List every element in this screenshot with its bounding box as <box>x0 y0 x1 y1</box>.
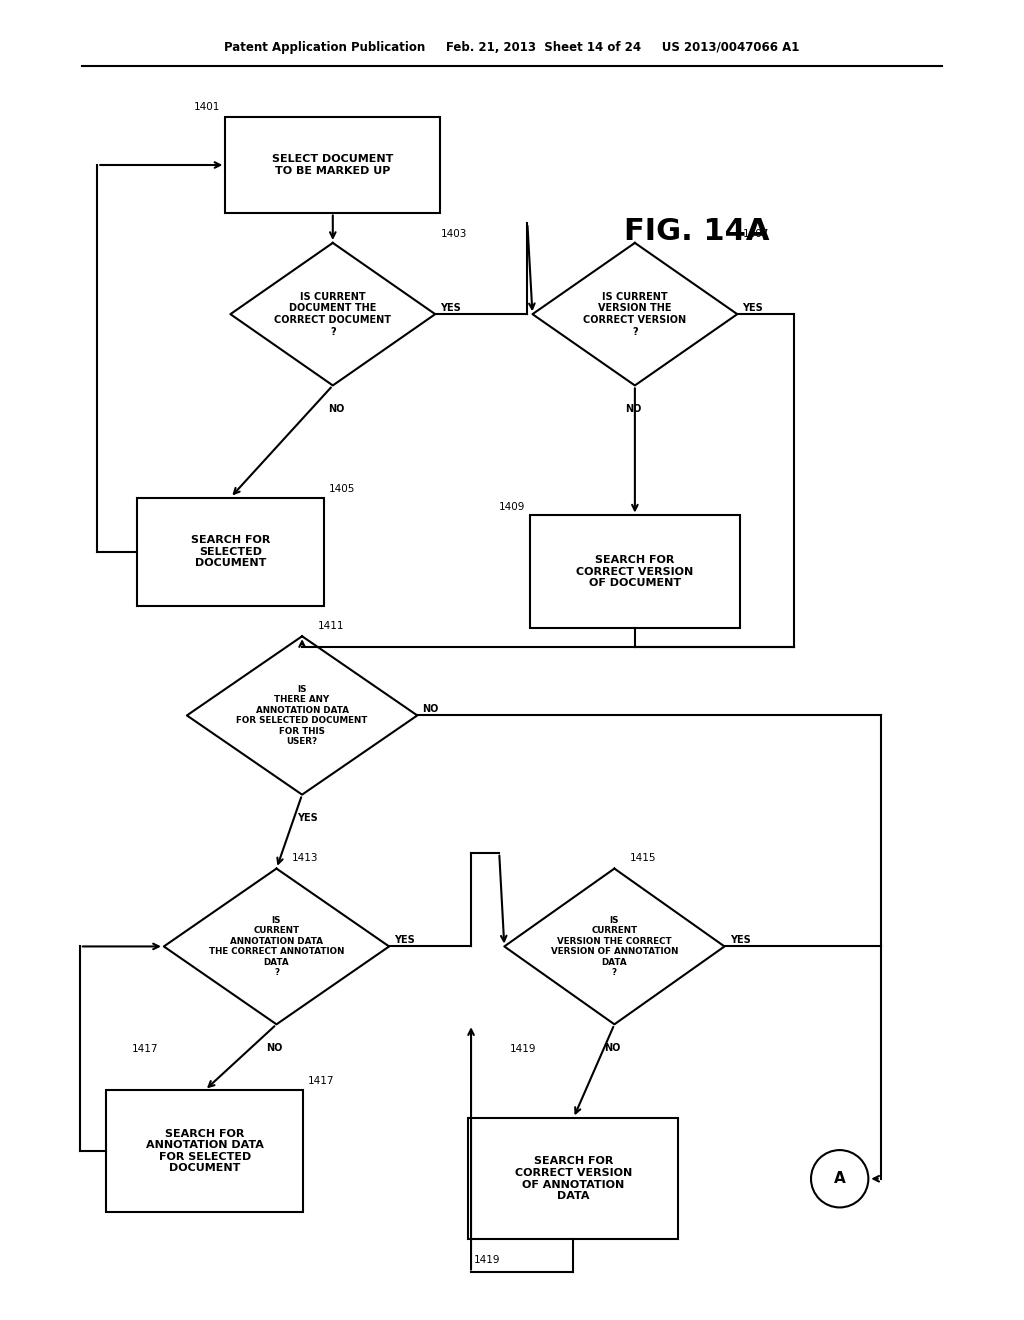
Text: SEARCH FOR
CORRECT VERSION
OF DOCUMENT: SEARCH FOR CORRECT VERSION OF DOCUMENT <box>577 554 693 589</box>
Bar <box>225 117 440 213</box>
Text: IS CURRENT
VERSION THE
CORRECT VERSION
?: IS CURRENT VERSION THE CORRECT VERSION ? <box>584 292 686 337</box>
Text: YES: YES <box>297 813 317 824</box>
Text: NO: NO <box>328 404 344 414</box>
Bar <box>137 498 324 606</box>
Polygon shape <box>230 243 435 385</box>
Text: NO: NO <box>422 704 438 714</box>
Text: 1405: 1405 <box>330 483 355 494</box>
Text: A: A <box>834 1171 846 1187</box>
Text: FIG. 14A: FIG. 14A <box>624 216 769 246</box>
Polygon shape <box>504 869 725 1024</box>
Text: NO: NO <box>266 1043 283 1053</box>
Text: SEARCH FOR
ANNOTATION DATA
FOR SELECTED
DOCUMENT: SEARCH FOR ANNOTATION DATA FOR SELECTED … <box>145 1129 264 1173</box>
Text: 1417: 1417 <box>308 1076 335 1086</box>
Text: YES: YES <box>394 935 415 945</box>
Text: SELECT DOCUMENT
TO BE MARKED UP: SELECT DOCUMENT TO BE MARKED UP <box>272 154 393 176</box>
Text: YES: YES <box>440 302 461 313</box>
Text: NO: NO <box>604 1043 621 1053</box>
Text: 1419: 1419 <box>510 1044 536 1055</box>
Text: 1403: 1403 <box>440 228 467 239</box>
Text: SEARCH FOR
SELECTED
DOCUMENT: SEARCH FOR SELECTED DOCUMENT <box>190 535 270 569</box>
Text: 1411: 1411 <box>317 620 344 631</box>
Text: SEARCH FOR
CORRECT VERSION
OF ANNOTATION
DATA: SEARCH FOR CORRECT VERSION OF ANNOTATION… <box>515 1156 632 1201</box>
Text: IS
THERE ANY
ANNOTATION DATA
FOR SELECTED DOCUMENT
FOR THIS
USER?: IS THERE ANY ANNOTATION DATA FOR SELECTE… <box>237 685 368 746</box>
Text: IS
CURRENT
ANNOTATION DATA
THE CORRECT ANNOTATION
DATA
?: IS CURRENT ANNOTATION DATA THE CORRECT A… <box>209 916 344 977</box>
Text: NO: NO <box>625 404 641 414</box>
Text: Patent Application Publication     Feb. 21, 2013  Sheet 14 of 24     US 2013/004: Patent Application Publication Feb. 21, … <box>224 41 800 54</box>
Polygon shape <box>186 636 418 795</box>
Bar <box>530 516 739 628</box>
Text: IS CURRENT
DOCUMENT THE
CORRECT DOCUMENT
?: IS CURRENT DOCUMENT THE CORRECT DOCUMENT… <box>274 292 391 337</box>
Text: 1407: 1407 <box>742 228 769 239</box>
Bar <box>106 1090 303 1212</box>
Polygon shape <box>164 869 389 1024</box>
Text: 1417: 1417 <box>132 1044 159 1055</box>
Text: 1409: 1409 <box>499 502 524 512</box>
Text: YES: YES <box>742 302 763 313</box>
Text: 1413: 1413 <box>292 853 318 863</box>
Text: YES: YES <box>729 935 751 945</box>
Text: 1401: 1401 <box>194 102 220 112</box>
Text: IS
CURRENT
VERSION THE CORRECT
VERSION OF ANNOTATION
DATA
?: IS CURRENT VERSION THE CORRECT VERSION O… <box>551 916 678 977</box>
Text: 1419: 1419 <box>474 1255 500 1266</box>
Text: 1415: 1415 <box>630 853 656 863</box>
Bar <box>469 1118 679 1239</box>
Polygon shape <box>532 243 737 385</box>
